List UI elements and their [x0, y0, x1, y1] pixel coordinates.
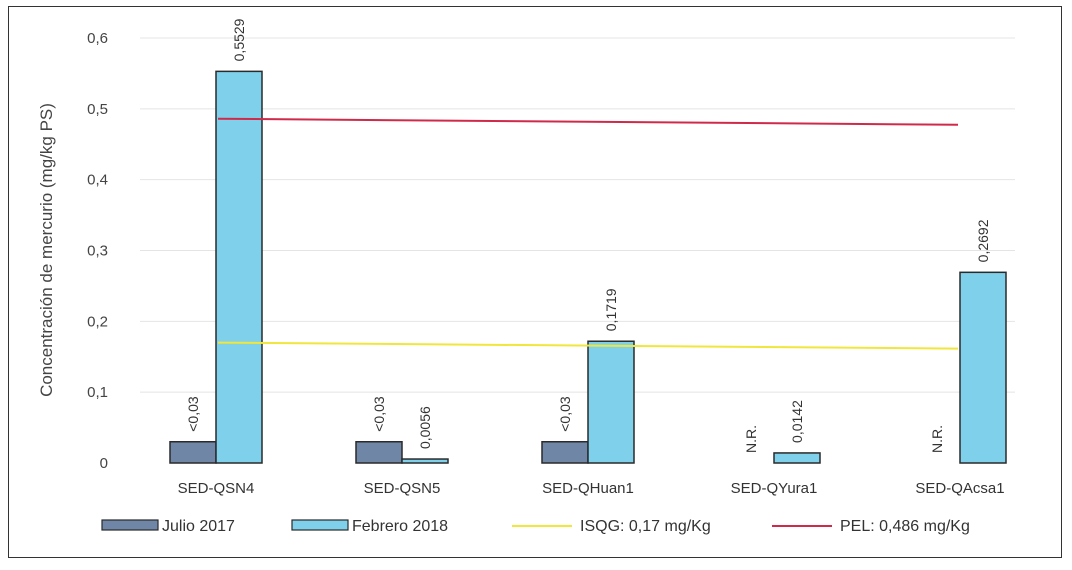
legend: Julio 2017 Febrero 2018 ISQG: 0,17 mg/Kg PE… [101, 518, 970, 535]
legend-item-febrero-2018: Febrero 2018 [291, 518, 448, 535]
data-label-julio-2017-sed-qhuan1: <0,03 [557, 396, 573, 432]
data-label-febrero-2018-sed-qsn4: 0,5529 [231, 18, 247, 61]
y-tick-label: 0 [100, 455, 108, 472]
x-category-sed-qyura1: SED-QYura1 [731, 480, 818, 497]
legend-swatch [291, 519, 349, 531]
data-labels: <0,03 0,5529 <0,03 0,0056 <0,03 0,1719 N.R. 0,0… [185, 18, 991, 453]
x-category-sed-qacsa1: SED-QAcsa1 [915, 480, 1004, 497]
y-tick-label: 0,5 [87, 101, 108, 118]
legend-label: ISQG: 0,17 mg/Kg [580, 518, 711, 535]
reference-line-isqg [217, 341, 959, 350]
data-label-febrero-2018-sed-qacsa1: 0,2692 [975, 219, 991, 262]
legend-item-isqg: ISQG: 0,17 mg/Kg [512, 518, 711, 535]
y-axis-label: Concentración de mercurio (mg/kg PS) [37, 103, 56, 397]
bar-febrero-2018-sed-qacsa1 [959, 271, 1007, 464]
legend-swatch [101, 519, 159, 531]
legend-label: PEL: 0,486 mg/Kg [840, 518, 970, 535]
data-label-julio-2017-sed-qacsa1: N.R. [929, 425, 945, 453]
y-tick-label: 0,3 [87, 243, 108, 260]
bar-febrero-2018-sed-qhuan1 [587, 340, 635, 464]
y-tick-label: 0,4 [87, 172, 108, 189]
bar-julio-2017-sed-qsn4 [169, 441, 217, 464]
x-category-sed-qhuan1: SED-QHuan1 [542, 480, 634, 497]
reference-line-pel [217, 117, 959, 126]
data-label-febrero-2018-sed-qhuan1: 0,1719 [603, 288, 619, 331]
bar-febrero-2018-sed-qyura1 [773, 452, 821, 464]
data-label-julio-2017-sed-qsn5: <0,03 [371, 396, 387, 432]
legend-label: Julio 2017 [162, 518, 235, 535]
chart-frame [8, 6, 1062, 558]
bar-febrero-2018-sed-qsn4 [215, 70, 263, 464]
data-label-febrero-2018-sed-qyura1: 0,0142 [789, 400, 805, 443]
bar-julio-2017-sed-qsn5 [355, 441, 403, 464]
legend-label: Febrero 2018 [352, 518, 448, 535]
legend-item-julio-2017: Julio 2017 [101, 518, 235, 535]
x-category-sed-qsn4: SED-QSN4 [178, 480, 255, 497]
bar-julio-2017-sed-qhuan1 [541, 441, 589, 464]
x-axis-categories: SED-QSN4 SED-QSN5 SED-QHuan1 SED-QYura1 SED-… [178, 480, 1005, 497]
bar-febrero-2018-sed-qsn5 [401, 458, 449, 464]
y-axis-ticks: 0 0,1 0,2 0,3 0,4 0,5 0,6 [87, 30, 108, 472]
gridlines [140, 37, 1015, 393]
x-category-sed-qsn5: SED-QSN5 [364, 480, 441, 497]
data-label-julio-2017-sed-qsn4: <0,03 [185, 396, 201, 432]
y-tick-label: 0,6 [87, 30, 108, 47]
y-tick-label: 0,2 [87, 313, 108, 330]
data-label-febrero-2018-sed-qsn5: 0,0056 [417, 406, 433, 449]
y-tick-label: 0,1 [87, 384, 108, 401]
bars [169, 70, 1007, 464]
data-label-julio-2017-sed-qyura1: N.R. [743, 425, 759, 453]
reference-lines [217, 117, 959, 350]
legend-item-pel: PEL: 0,486 mg/Kg [772, 518, 970, 535]
